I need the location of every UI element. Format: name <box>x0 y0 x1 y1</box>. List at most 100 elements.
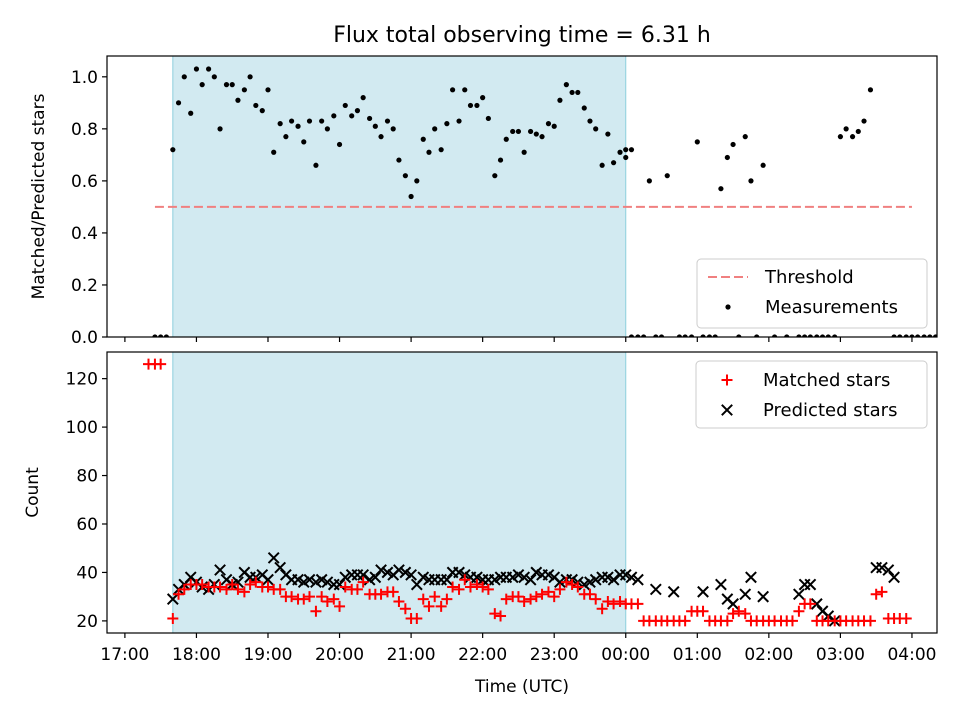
predicted-star-marker <box>607 573 620 586</box>
matched-star-marker <box>417 593 429 605</box>
measurement-point <box>676 334 683 337</box>
predicted-star-marker <box>757 590 770 603</box>
matched-star-marker <box>530 591 542 603</box>
measurement-point <box>664 173 670 179</box>
plot-area-0 <box>152 56 937 337</box>
measurement-point <box>181 74 187 80</box>
measurement-point <box>891 334 897 337</box>
matched-star-marker <box>464 581 476 593</box>
matched-star-marker <box>495 610 507 622</box>
measurement-point <box>492 173 498 179</box>
measurement-point <box>819 334 826 337</box>
predicted-star-marker <box>739 588 752 601</box>
matched-star-marker <box>596 603 608 615</box>
predicted-star-marker <box>715 578 727 591</box>
matched-star-marker <box>614 596 626 608</box>
matched-star-marker <box>739 608 751 620</box>
measurement-point <box>384 118 391 124</box>
predicted-star-marker <box>369 571 382 584</box>
x-tick-label: 22:00 <box>458 645 507 665</box>
measurement-point <box>313 162 319 168</box>
measurement-point <box>223 82 230 88</box>
measurement-point <box>921 334 927 337</box>
measurement-point <box>682 334 688 337</box>
measurement-point <box>730 141 736 148</box>
y-tick-label: 0.0 <box>71 328 98 348</box>
predicted-star-marker <box>870 561 883 574</box>
matched-star-marker <box>441 593 453 605</box>
predicted-star-marker <box>554 576 566 589</box>
observing-window-1 <box>172 352 627 633</box>
matched-star-marker <box>721 615 733 627</box>
matched-star-marker <box>321 596 333 608</box>
measurement-point <box>825 334 831 337</box>
predicted-star-marker <box>888 571 900 584</box>
measurement-point <box>485 115 491 122</box>
measurement-point <box>390 126 396 132</box>
predicted-star-marker <box>274 561 287 574</box>
measurement-point <box>497 157 504 163</box>
measurement-point <box>843 126 849 132</box>
measurement-point <box>635 334 641 337</box>
x-tick-label: 00:00 <box>601 645 650 665</box>
predicted-star-marker <box>321 576 334 589</box>
measurement-point <box>688 334 695 337</box>
measurement-point <box>414 178 420 184</box>
measurement-point <box>575 89 581 96</box>
matched-star-marker <box>334 600 346 612</box>
predicted-star-marker <box>667 585 680 598</box>
measurement-point <box>628 334 635 337</box>
matched-star-marker <box>900 612 912 624</box>
matched-star-marker <box>411 612 423 624</box>
matched-star-marker <box>196 579 208 591</box>
predicted-star-marker <box>632 573 644 586</box>
measurement-point <box>515 128 522 135</box>
measurement-point <box>402 173 408 179</box>
x-tick-label: 03:00 <box>816 645 865 665</box>
measurement-point <box>229 82 235 88</box>
measurement-point <box>653 334 659 337</box>
measurement-point <box>581 105 587 111</box>
predicted-star-marker <box>727 598 739 610</box>
matched-star-marker <box>459 574 471 586</box>
measurement-point <box>628 147 635 153</box>
measurement-point <box>152 334 158 337</box>
measurement-point <box>354 108 361 114</box>
measurement-point <box>360 95 366 101</box>
matched-star-marker <box>214 581 226 593</box>
matched-star-marker <box>339 581 351 593</box>
measurement-point <box>742 134 748 140</box>
x-axis-label: Time (UTC) <box>474 677 569 697</box>
measurement-point <box>748 178 754 184</box>
measurement-point <box>283 134 289 140</box>
measurement-point <box>718 186 724 192</box>
x-tick-label: 21:00 <box>387 645 436 665</box>
predicted-star-marker <box>882 564 895 576</box>
measurement-point <box>771 334 778 337</box>
matched-star-marker <box>178 583 190 595</box>
measurement-point <box>366 115 373 122</box>
matched-star-marker <box>155 358 167 370</box>
measurement-point <box>760 162 766 168</box>
predicted-star-marker <box>625 571 638 584</box>
matched-star-marker <box>477 581 489 593</box>
y-tick-label: 20 <box>76 612 98 632</box>
predicted-star-marker <box>262 573 274 586</box>
x-tick-label: 18:00 <box>172 645 221 665</box>
predicted-star-marker <box>745 571 757 584</box>
measurement-point <box>449 87 456 93</box>
x-tick-label: 23:00 <box>530 645 579 665</box>
predicted-star-marker <box>697 585 709 598</box>
legend-box <box>695 360 928 429</box>
legend-bottom: Matched stars Predicted stars <box>695 360 928 429</box>
predicted-star-marker <box>393 564 405 576</box>
matched-star-marker <box>536 588 548 600</box>
measurement-point <box>372 123 378 129</box>
measurement-point <box>163 334 169 337</box>
matched-star-marker <box>310 605 322 617</box>
measurement-point <box>867 87 874 93</box>
y-tick-label: 80 <box>76 467 98 487</box>
matched-star-marker <box>357 576 369 588</box>
measurement-point <box>480 95 486 101</box>
